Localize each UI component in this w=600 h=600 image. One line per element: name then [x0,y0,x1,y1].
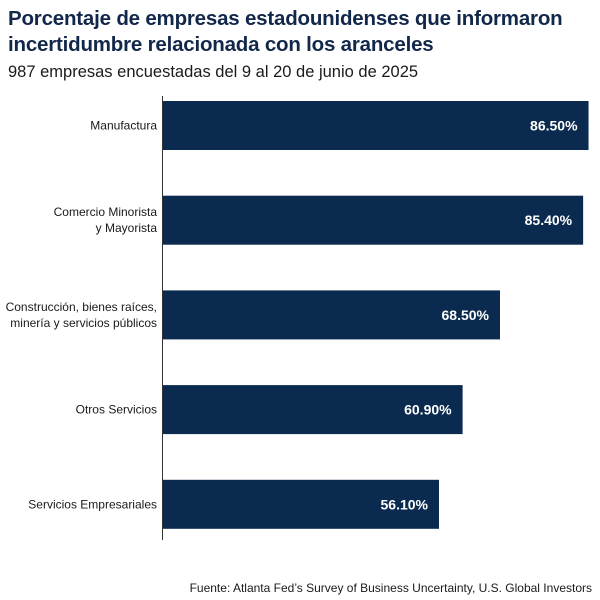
category-label-line: Comercio Minorista [54,205,158,219]
bar-value-label: 86.50% [530,118,578,134]
category-label-line: y Mayorista [96,221,158,235]
bar-value-label: 60.90% [404,402,452,418]
bar [163,195,584,245]
category-label-line: Otros Servicios [76,403,157,417]
category-label: Manufactura [90,119,157,133]
category-label: Servicios Empresariales [28,497,157,511]
chart-title: Porcentaje de empresas estadounidenses q… [8,7,563,56]
bar [163,290,500,340]
category-label: Otros Servicios [76,403,157,417]
category-label-line: Construcción, bienes raíces, [6,300,157,314]
bar [163,385,463,435]
source-note: Fuente: Atlanta Fed’s Survey of Business… [189,581,592,595]
bar-value-label: 85.40% [525,212,573,228]
chart-subtitle: 987 empresas encuestadas del 9 al 20 de … [8,63,419,81]
category-label-line: Manufactura [90,119,157,133]
bar [163,101,589,150]
category-label-line: minería y servicios públicos [10,316,157,330]
category-label: Comercio Minorista y Mayorista [54,205,158,235]
category-label-line: Servicios Empresariales [28,497,157,511]
category-label: Construcción, bienes raíces, minería y se… [6,300,157,330]
bar [163,479,439,529]
bar-value-label: 56.10% [381,496,429,512]
bar-value-label: 68.50% [442,307,490,323]
